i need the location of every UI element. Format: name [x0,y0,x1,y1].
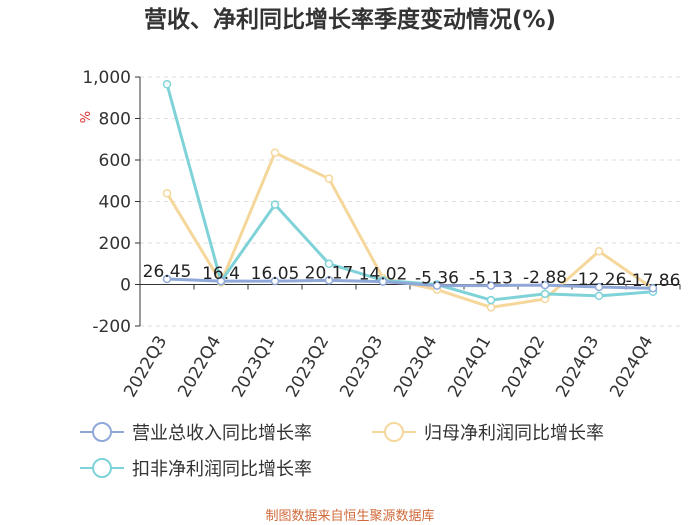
x-tick-label: 2024Q1 [444,333,495,401]
data-point [270,148,280,157]
data-label: 16.4 [202,264,240,284]
data-point [162,80,172,89]
data-point [162,188,172,198]
data-point [162,274,172,284]
data-point [648,283,658,293]
legend-marker [92,422,112,442]
x-tick-label: 2023Q3 [336,333,387,401]
x-tick-label: 2024Q3 [552,333,603,401]
data-label: -5.13 [469,269,513,289]
x-tick-label: 2023Q4 [390,333,441,401]
legend-label: 归母净利润同比增长率 [424,423,604,444]
x-tick-label: 2023Q2 [282,333,333,401]
data-point [540,280,550,290]
data-label: -2.88 [523,268,567,288]
data-point [594,282,604,292]
y-tick-label: 0 [120,276,131,296]
series-lines [162,80,658,312]
data-point [486,295,496,305]
series-line [166,277,654,290]
legend-marker [384,422,404,442]
data-point [216,276,226,286]
y-tick-label: 200 [99,234,131,254]
data-point [540,289,550,299]
data-point [324,174,334,183]
legend-label: 扣非净利润同比增长率 [132,459,312,480]
data-point [594,247,604,256]
legend-marker [92,458,112,478]
data-point [486,281,496,290]
y-tick-label: 600 [99,151,131,171]
x-tick-label: 2024Q4 [606,333,657,401]
data-label: 14.02 [359,265,408,285]
x-tick-label: 2024Q2 [498,333,549,401]
x-axis: 2022Q3 2022Q4 2023Q1 2023Q2 2023Q3 2023Q4 2024… [120,284,681,401]
data-label: -17.86 [626,271,681,291]
data-point [324,259,334,268]
legend-label: 营业总收入同比增长率 [132,423,312,444]
data-point [432,281,442,290]
source-note: 制图数据来自恒生聚源数据库 [265,508,434,524]
data-point [486,303,496,312]
y-tick-label: 400 [99,193,131,213]
x-tick-label: 2022Q4 [174,333,225,401]
data-point [270,200,280,209]
data-label: 26.45 [143,262,192,282]
x-tick-label: 2022Q3 [120,333,171,401]
y-tick-label: -200 [92,317,131,337]
data-label: -5.36 [415,269,459,289]
data-point [324,276,334,285]
chart-title: 营收、净利同比增长率季度变动情况(%) [144,6,556,33]
y-tick-label: 1,000 [82,68,131,88]
x-tick-label: 2023Q1 [228,333,279,401]
data-labels: 26.45 16.4 16.05 20.17 14.02 -5.36 -5.13 -2.88-… [143,262,681,291]
y-axis: -200 0 200 400 600 800 1,000 [82,68,141,337]
y-unit-label: % [79,111,94,123]
y-tick-label: 800 [99,110,131,130]
data-point [270,276,280,286]
data-point [378,277,388,286]
data-point [594,291,604,301]
data-label: 20.17 [305,263,354,283]
data-label: 16.05 [251,264,300,284]
data-label: -12.26 [572,270,627,290]
